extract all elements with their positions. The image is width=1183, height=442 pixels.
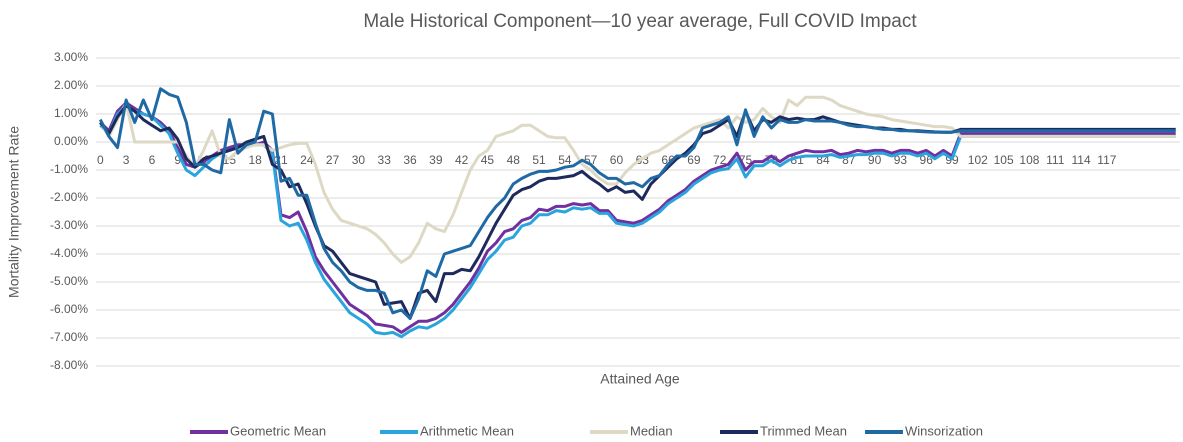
y-tick-label: 0.00% [54, 134, 88, 148]
series-line [98, 87, 1176, 320]
x-tick-label: 48 [507, 153, 521, 167]
x-tick-label: 69 [687, 153, 701, 167]
x-tick-label: 0 [97, 153, 104, 167]
x-tick-label: 108 [1019, 153, 1039, 167]
x-tick-label: 105 [994, 153, 1014, 167]
x-tick-label: 6 [149, 153, 156, 167]
x-tick-label: 18 [248, 153, 262, 167]
x-tick-label: 117 [1097, 153, 1116, 167]
x-tick-label: 90 [868, 153, 882, 167]
x-tick-label: 27 [326, 153, 340, 167]
x-tick-label: 60 [610, 153, 624, 167]
x-tick-label: 93 [894, 153, 908, 167]
legend-label: Geometric Mean [230, 423, 326, 438]
series-line [99, 95, 1176, 264]
x-tick-label: 54 [558, 153, 572, 167]
y-tick-label: -1.00% [50, 162, 88, 176]
y-tick-label: -7.00% [50, 330, 88, 344]
x-tick-label: 42 [455, 153, 469, 167]
x-tick-label: 36 [403, 153, 417, 167]
legend-label: Arithmetic Mean [420, 423, 514, 438]
y-axis-title: Mortality Improvement Rate [6, 126, 22, 298]
y-tick-label: 1.00% [54, 106, 88, 120]
x-tick-label: 111 [1046, 153, 1065, 167]
x-tick-label: 51 [532, 153, 546, 167]
y-tick-label: 3.00% [54, 50, 88, 64]
y-tick-label: -8.00% [50, 358, 88, 372]
x-tick-label: 3 [123, 153, 130, 167]
legend-label: Trimmed Mean [760, 423, 847, 438]
y-tick-label: -5.00% [50, 274, 88, 288]
x-tick-label: 9 [174, 153, 181, 167]
y-tick-label: -3.00% [50, 218, 88, 232]
y-tick-label: 2.00% [54, 78, 88, 92]
x-tick-label: 24 [300, 153, 314, 167]
x-tick-label: 39 [429, 153, 443, 167]
chart-title: Male Historical Component—10 year averag… [363, 11, 917, 32]
y-tick-label: -2.00% [50, 190, 88, 204]
x-axis-title: Attained Age [600, 371, 680, 387]
x-tick-label: 33 [378, 153, 392, 167]
x-tick-label: 30 [352, 153, 366, 167]
legend-label: Winsorization [905, 423, 983, 438]
y-tick-label: -4.00% [50, 246, 88, 260]
x-tick-label: 102 [968, 153, 988, 167]
x-tick-label: 114 [1071, 153, 1090, 167]
y-tick-label: -6.00% [50, 302, 88, 316]
x-tick-label: 72 [713, 153, 727, 167]
legend-label: Median [630, 423, 673, 438]
x-tick-label: 45 [481, 153, 495, 167]
